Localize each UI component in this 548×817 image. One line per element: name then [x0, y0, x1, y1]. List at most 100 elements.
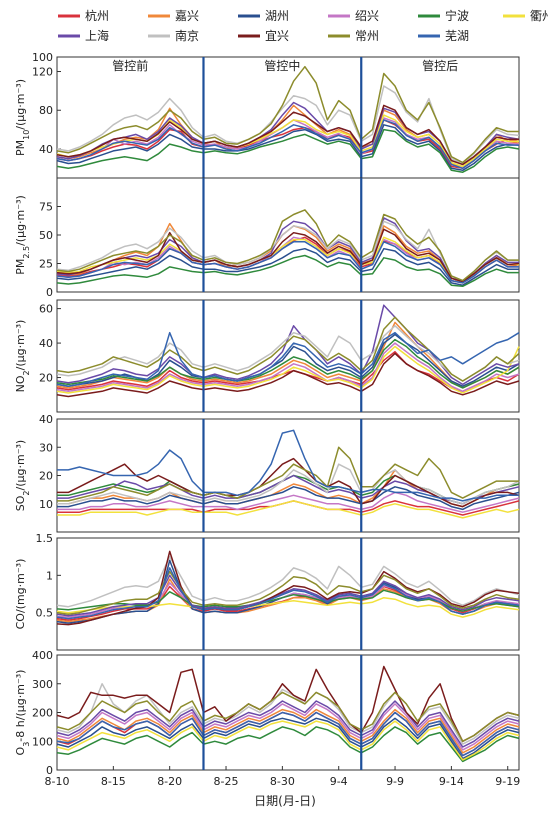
series-line-南京: [57, 463, 520, 505]
series-line-常州: [57, 446, 519, 502]
series-line-宜兴: [56, 228, 520, 283]
series-line-芜湖: [56, 331, 520, 387]
panel-frame: [56, 537, 520, 651]
y-tick-label: 0: [46, 286, 53, 299]
y-tick-label: 120: [32, 66, 53, 79]
y-tick-label: 400: [32, 649, 53, 662]
panel-4: 0.5 1 1.5 CO/(mg·m⁻³): [14, 532, 520, 651]
x-tick-label: 9-9: [386, 775, 404, 788]
series-line-绍兴: [57, 491, 520, 513]
period-label: 管控中: [264, 58, 300, 73]
y-tick-label: 30: [39, 441, 53, 454]
y-axis-label: O3-8 h/(μg·m⁻³): [14, 670, 31, 756]
legend: 杭州 嘉兴 湖州 绍兴 宁波 衢州上海 南京 宜兴 常州 芜湖: [58, 8, 548, 43]
y-tick-label: 300: [32, 678, 53, 691]
y-tick-label: 25: [39, 258, 53, 271]
y-tick-label: 100: [32, 735, 53, 748]
x-tick-label: 8-10: [45, 775, 70, 788]
series-line-湖州: [56, 124, 520, 172]
x-tick-label: 8-20: [157, 775, 182, 788]
series-line-常州: [56, 691, 520, 743]
series-line-南京: [56, 683, 520, 745]
x-axis-label: 日期(月-日): [254, 794, 316, 808]
legend-label: 常州: [355, 29, 379, 43]
legend-label: 宁波: [445, 8, 469, 23]
series-line-衢州: [56, 345, 520, 394]
series-line-南京: [56, 555, 520, 608]
series-line-宜兴: [56, 665, 520, 743]
legend-label: 嘉兴: [175, 9, 199, 23]
series-line-绍兴: [56, 342, 520, 393]
y-tick-label: 100: [32, 51, 53, 64]
series-line-湖州: [56, 717, 520, 760]
series-line-宁波: [56, 254, 519, 288]
series-line-南京: [56, 220, 519, 282]
series-line-芜湖: [56, 119, 519, 170]
x-tick-label: 9-4: [330, 775, 348, 788]
panel-2: 20 40 60 NO2/(μg·m⁻³): [14, 299, 520, 413]
series-line-衢州: [57, 500, 520, 519]
y-tick-label: 1: [46, 569, 53, 582]
y-tick-label: 75: [39, 201, 53, 214]
y-tick-label: 60: [39, 303, 53, 316]
y-tick-label: 0.5: [36, 607, 54, 620]
legend-label: 宜兴: [265, 28, 289, 43]
series-line-上海: [56, 700, 520, 748]
series-line-嘉兴: [56, 708, 520, 754]
y-tick-label: 20: [39, 372, 53, 385]
y-axis-label: PM10/(μg·m⁻³): [14, 79, 31, 156]
y-tick-label: 1.5: [36, 532, 54, 545]
series-line-常州: [56, 570, 520, 615]
x-tick-label: 9-19: [495, 775, 520, 788]
series-line-杭州: [56, 350, 520, 393]
y-tick-label: 40: [39, 143, 53, 156]
y-tick-label: 20: [39, 470, 53, 483]
x-tick-label: 8-25: [214, 775, 239, 788]
y-tick-label: 0: [46, 764, 53, 777]
legend-label: 衢州: [530, 9, 548, 23]
x-axis: 8-10 8-15 8-20 8-25 8-30 9-4 9-9 9-14 9-19: [45, 766, 520, 788]
legend-label: 上海: [85, 28, 109, 43]
legend-label: 湖州: [265, 8, 289, 23]
y-axis-label: PM2.5/(μg·m⁻³): [14, 195, 31, 275]
series-line-宜兴: [57, 457, 520, 508]
series-line-常州: [56, 65, 519, 164]
y-axis-label: SO2/(μg·m⁻³): [14, 440, 31, 511]
y-tick-label: 200: [32, 707, 53, 720]
legend-label: 芜湖: [445, 28, 469, 43]
series-line-常州: [56, 209, 519, 282]
y-tick-label: 40: [39, 413, 53, 426]
legend-label: 杭州: [85, 8, 109, 23]
panel-frame: [56, 299, 520, 413]
legend-label: 南京: [175, 28, 199, 43]
y-axis-label: CO/(mg·m⁻³): [14, 559, 27, 630]
x-tick-label: 8-30: [270, 775, 295, 788]
x-tick-label: 9-14: [439, 775, 464, 788]
panel-0: 40 80 120 100 PM10/(μg·m⁻³) 管控前 管控中 管控后: [14, 51, 520, 179]
series-line-宁波: [56, 338, 520, 389]
series-line-常州: [56, 316, 520, 382]
y-tick-label: 50: [39, 229, 53, 242]
series-line-宁波: [56, 128, 520, 173]
series-line-宜兴: [56, 352, 520, 398]
period-label: 管控后: [422, 58, 458, 73]
series-line-绍兴: [56, 703, 520, 751]
panel-1: 0 25 50 75 PM2.5/(μg·m⁻³): [14, 177, 520, 299]
y-tick-label: 10: [39, 498, 53, 511]
series-line-芜湖: [56, 567, 520, 620]
series-line-芜湖: [56, 711, 520, 757]
series-line-杭州: [56, 119, 520, 170]
series-line-宁波: [56, 726, 520, 763]
panel-3: 10 20 30 40 SO2/(μg·m⁻³): [14, 413, 520, 533]
series-line-芜湖: [56, 241, 519, 284]
series-line-芜湖: [57, 429, 519, 502]
y-axis-label: NO2/(μg·m⁻³): [14, 320, 31, 393]
x-tick-label: 8-15: [101, 775, 126, 788]
series-line-宜兴: [56, 104, 519, 166]
period-label: 管控前: [112, 58, 148, 73]
series-line-衢州: [56, 720, 520, 761]
series-line-南京: [56, 325, 520, 382]
